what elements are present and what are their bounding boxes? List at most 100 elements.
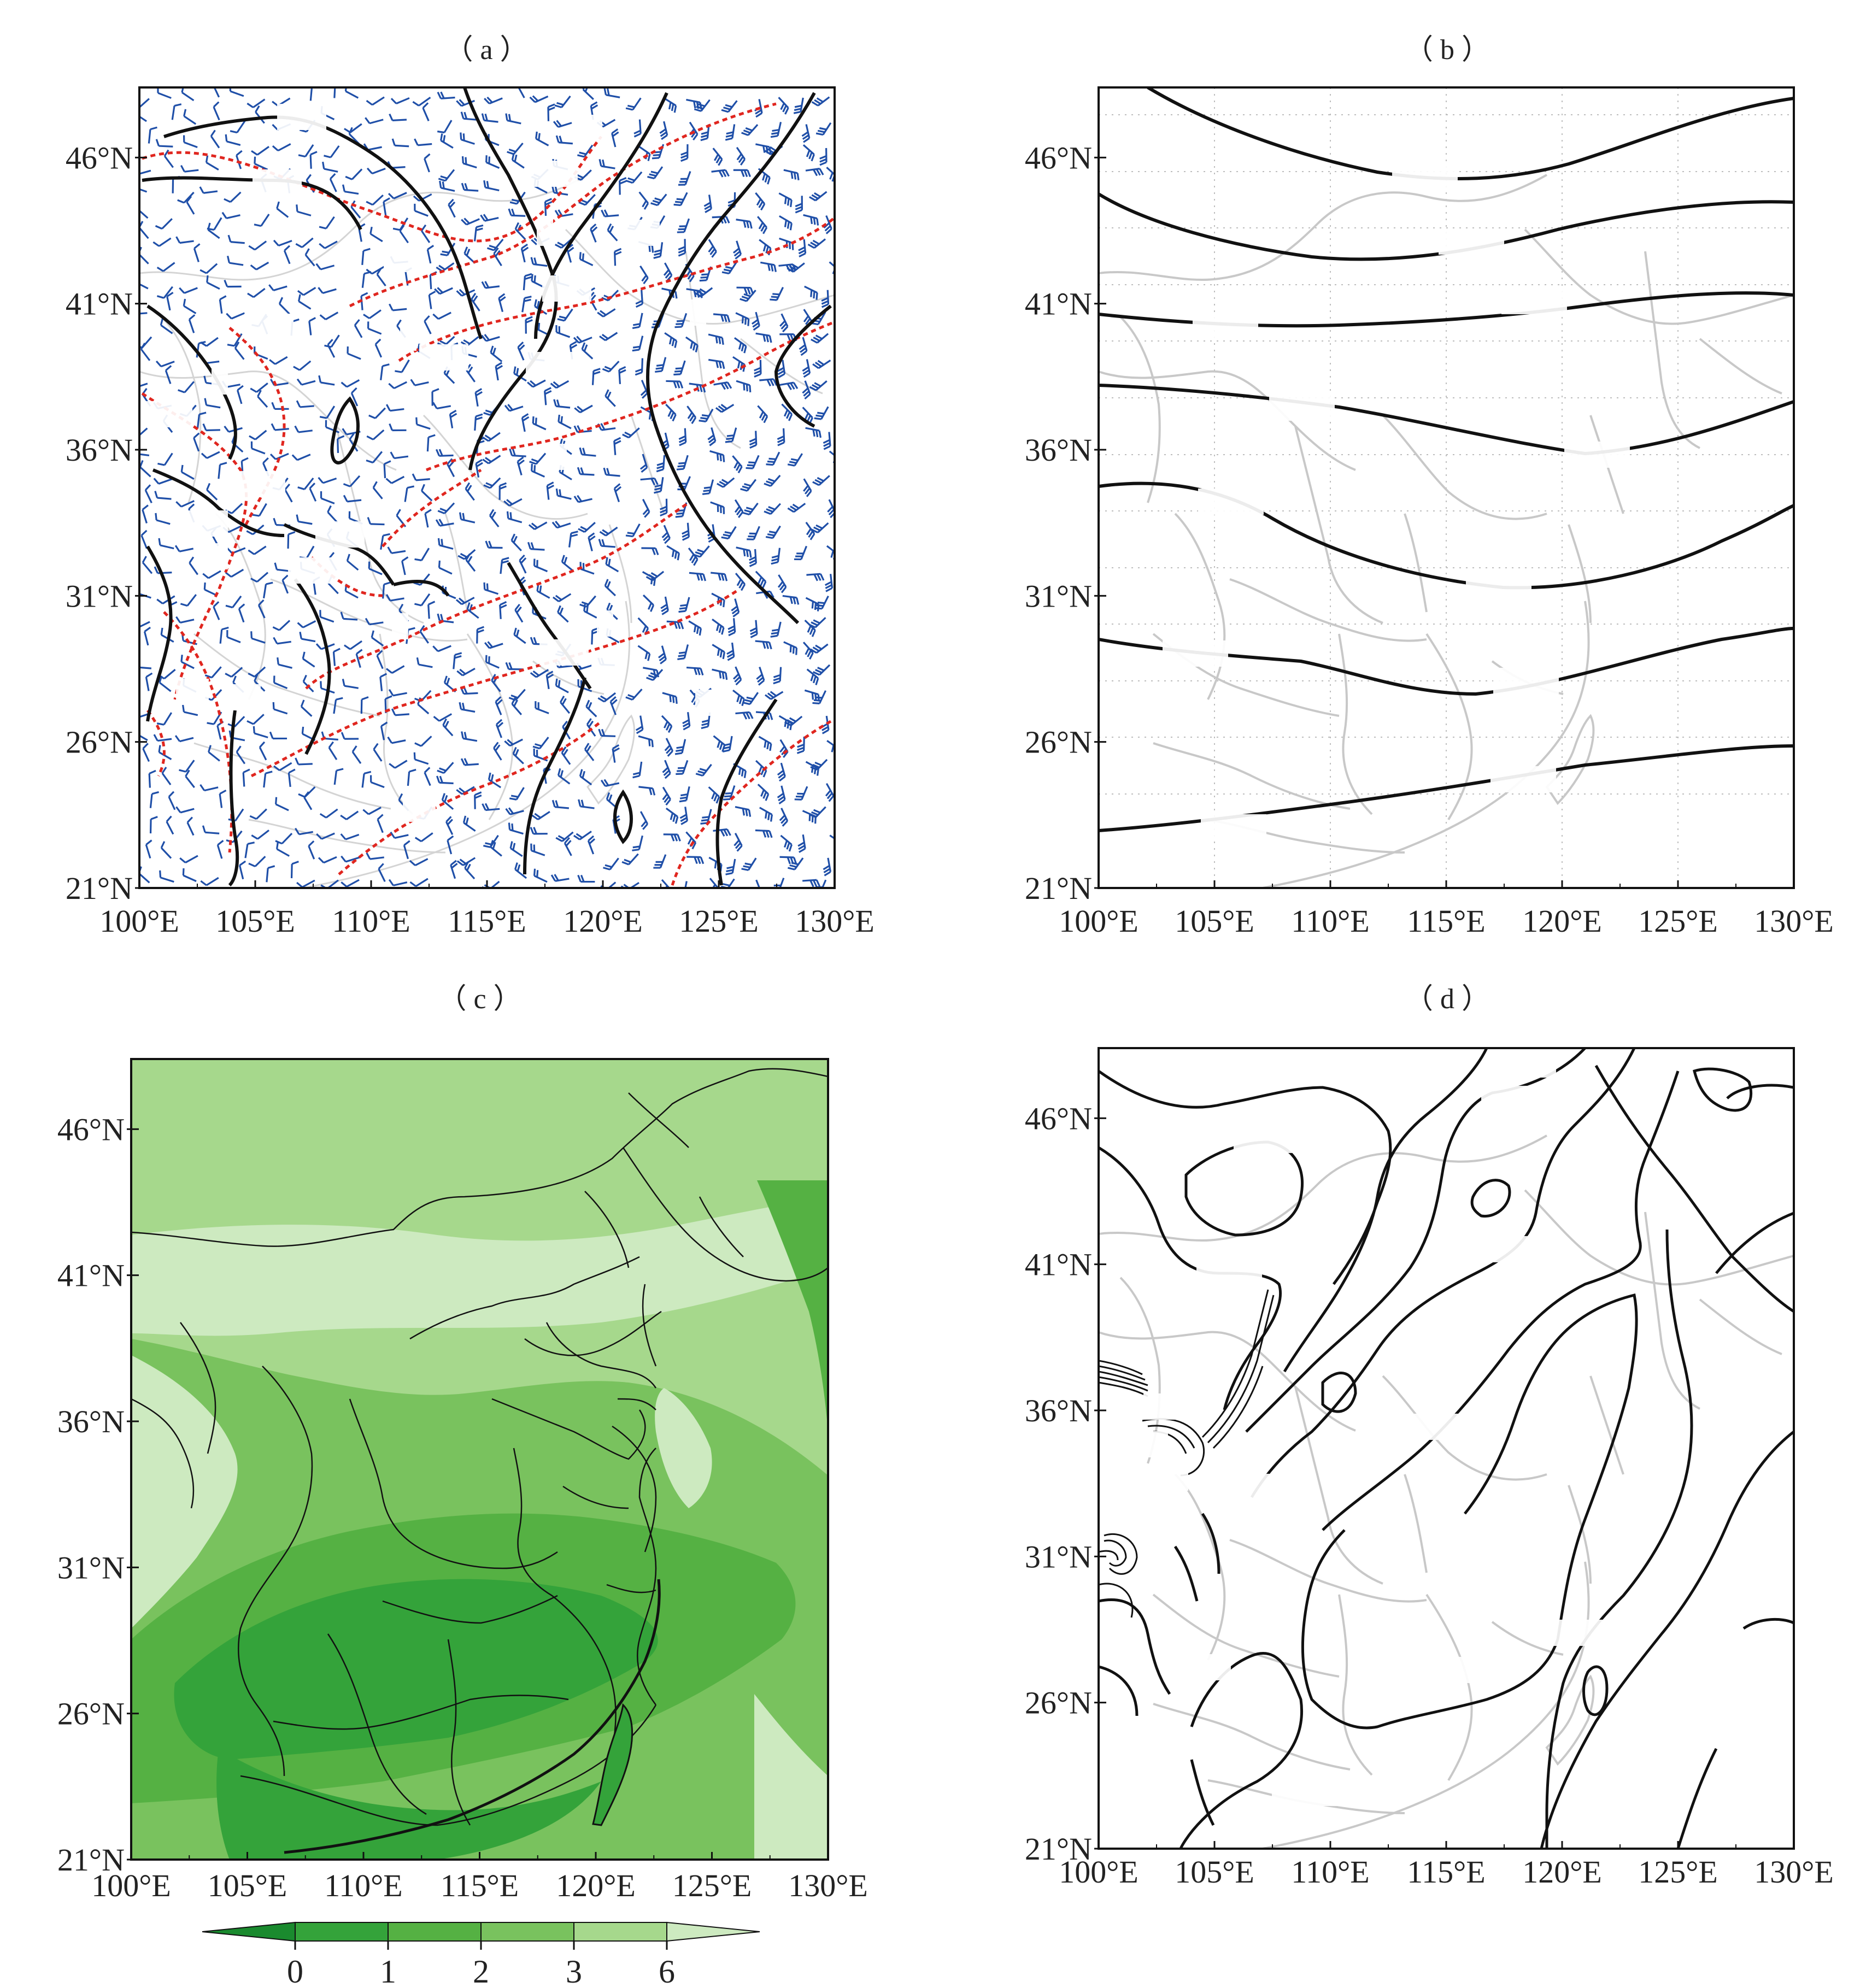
wind-barb <box>218 462 227 479</box>
wind-barb <box>778 97 789 115</box>
wind-barb <box>325 420 340 433</box>
wind-barb <box>662 786 671 806</box>
wind-barb <box>238 603 245 623</box>
wind-barb <box>259 741 267 761</box>
panel-a-label: （ a ） <box>444 34 528 66</box>
wind-barb <box>189 556 198 575</box>
wind-barb <box>327 505 338 524</box>
wind-barb <box>199 784 219 792</box>
wind-barb <box>529 452 547 465</box>
wind-barb <box>253 726 268 739</box>
wind-barb <box>493 247 502 267</box>
wind-barb <box>770 621 782 638</box>
wind-barb <box>787 262 805 273</box>
wind-barb <box>272 620 291 631</box>
x-tick-label: 125°E <box>679 903 759 939</box>
wind-barb <box>684 881 688 888</box>
wind-barb <box>553 120 572 128</box>
wind-barb <box>414 832 433 843</box>
wind-barb <box>250 261 269 270</box>
wind-barb <box>460 132 475 145</box>
wind-barb <box>174 545 194 552</box>
wind-barb <box>382 581 391 599</box>
y-tick-label: 41°N <box>1025 1247 1092 1283</box>
wind-barb <box>293 360 312 371</box>
wind-barb <box>639 454 648 473</box>
wind-barb <box>666 620 684 630</box>
wind-barb <box>578 521 596 533</box>
wind-barb <box>598 158 615 169</box>
wind-barb <box>551 799 570 809</box>
wind-barb <box>547 103 555 121</box>
wind-barb <box>611 128 619 148</box>
wind-barb <box>735 573 746 591</box>
wind-barb <box>708 239 717 258</box>
wind-barb <box>513 627 526 644</box>
wind-barb <box>694 99 711 112</box>
wind-barb <box>275 797 289 811</box>
y-tick-label: 41°N <box>66 286 133 322</box>
wind-barb <box>435 449 454 457</box>
wind-barb <box>155 360 175 368</box>
wind-barb <box>532 737 549 750</box>
y-tick-label: 36°N <box>1025 1393 1092 1428</box>
wind-barb <box>823 432 831 450</box>
wind-barb <box>625 171 643 184</box>
wind-barb <box>341 879 360 888</box>
wind-barb <box>512 746 524 764</box>
wind-barb <box>779 808 789 827</box>
wind-barb <box>573 336 592 344</box>
wind-barb <box>803 214 819 226</box>
wind-barb <box>341 732 359 740</box>
wind-barb <box>234 342 245 360</box>
wind-barb <box>613 483 622 502</box>
wind-barb <box>273 637 291 645</box>
wind-barb <box>367 517 385 526</box>
taiwan-island <box>592 1703 633 1826</box>
wind-barb <box>373 743 383 762</box>
wind-barb <box>702 479 714 495</box>
wind-barb <box>287 531 296 549</box>
wind-barb <box>361 271 372 288</box>
wind-barb <box>142 743 150 762</box>
wind-barb <box>341 855 360 863</box>
wind-barb <box>654 477 664 494</box>
wind-barb <box>755 829 773 838</box>
wind-barb <box>682 711 691 731</box>
wind-barb <box>369 226 383 243</box>
wind-barb <box>659 121 668 140</box>
wind-barb <box>144 484 152 503</box>
wind-barb <box>533 558 548 573</box>
wind-barb <box>805 521 815 540</box>
wind-barb <box>585 699 597 717</box>
wind-barb <box>427 601 436 619</box>
wind-barb <box>736 380 752 392</box>
wind-barb <box>248 856 266 867</box>
wind-barb <box>450 860 458 879</box>
wind-barb <box>383 460 391 479</box>
wind-barb <box>721 100 738 113</box>
wind-barb <box>639 811 649 830</box>
wind-barb <box>713 828 731 837</box>
wind-barb <box>379 673 388 691</box>
wind-barb <box>531 810 550 820</box>
x-tick-label: 130°E <box>788 1868 868 1903</box>
wind-barb <box>275 842 290 857</box>
wind-barb <box>823 215 832 234</box>
wind-barb <box>712 618 725 635</box>
wind-barb <box>503 498 523 507</box>
humidity-field <box>131 1059 828 1860</box>
wind-barb <box>633 119 642 138</box>
wind-barb <box>439 180 455 192</box>
wind-barb <box>732 666 742 686</box>
wind-barb <box>302 651 315 668</box>
wind-barb <box>760 261 777 272</box>
wind-barb <box>505 113 521 125</box>
wind-barb <box>824 574 834 592</box>
wind-barb <box>579 769 592 786</box>
wind-barb <box>747 526 760 540</box>
wind-barb <box>278 297 290 315</box>
wind-barb <box>695 763 712 777</box>
wind-barb <box>437 502 455 515</box>
wind-barb <box>273 239 292 247</box>
